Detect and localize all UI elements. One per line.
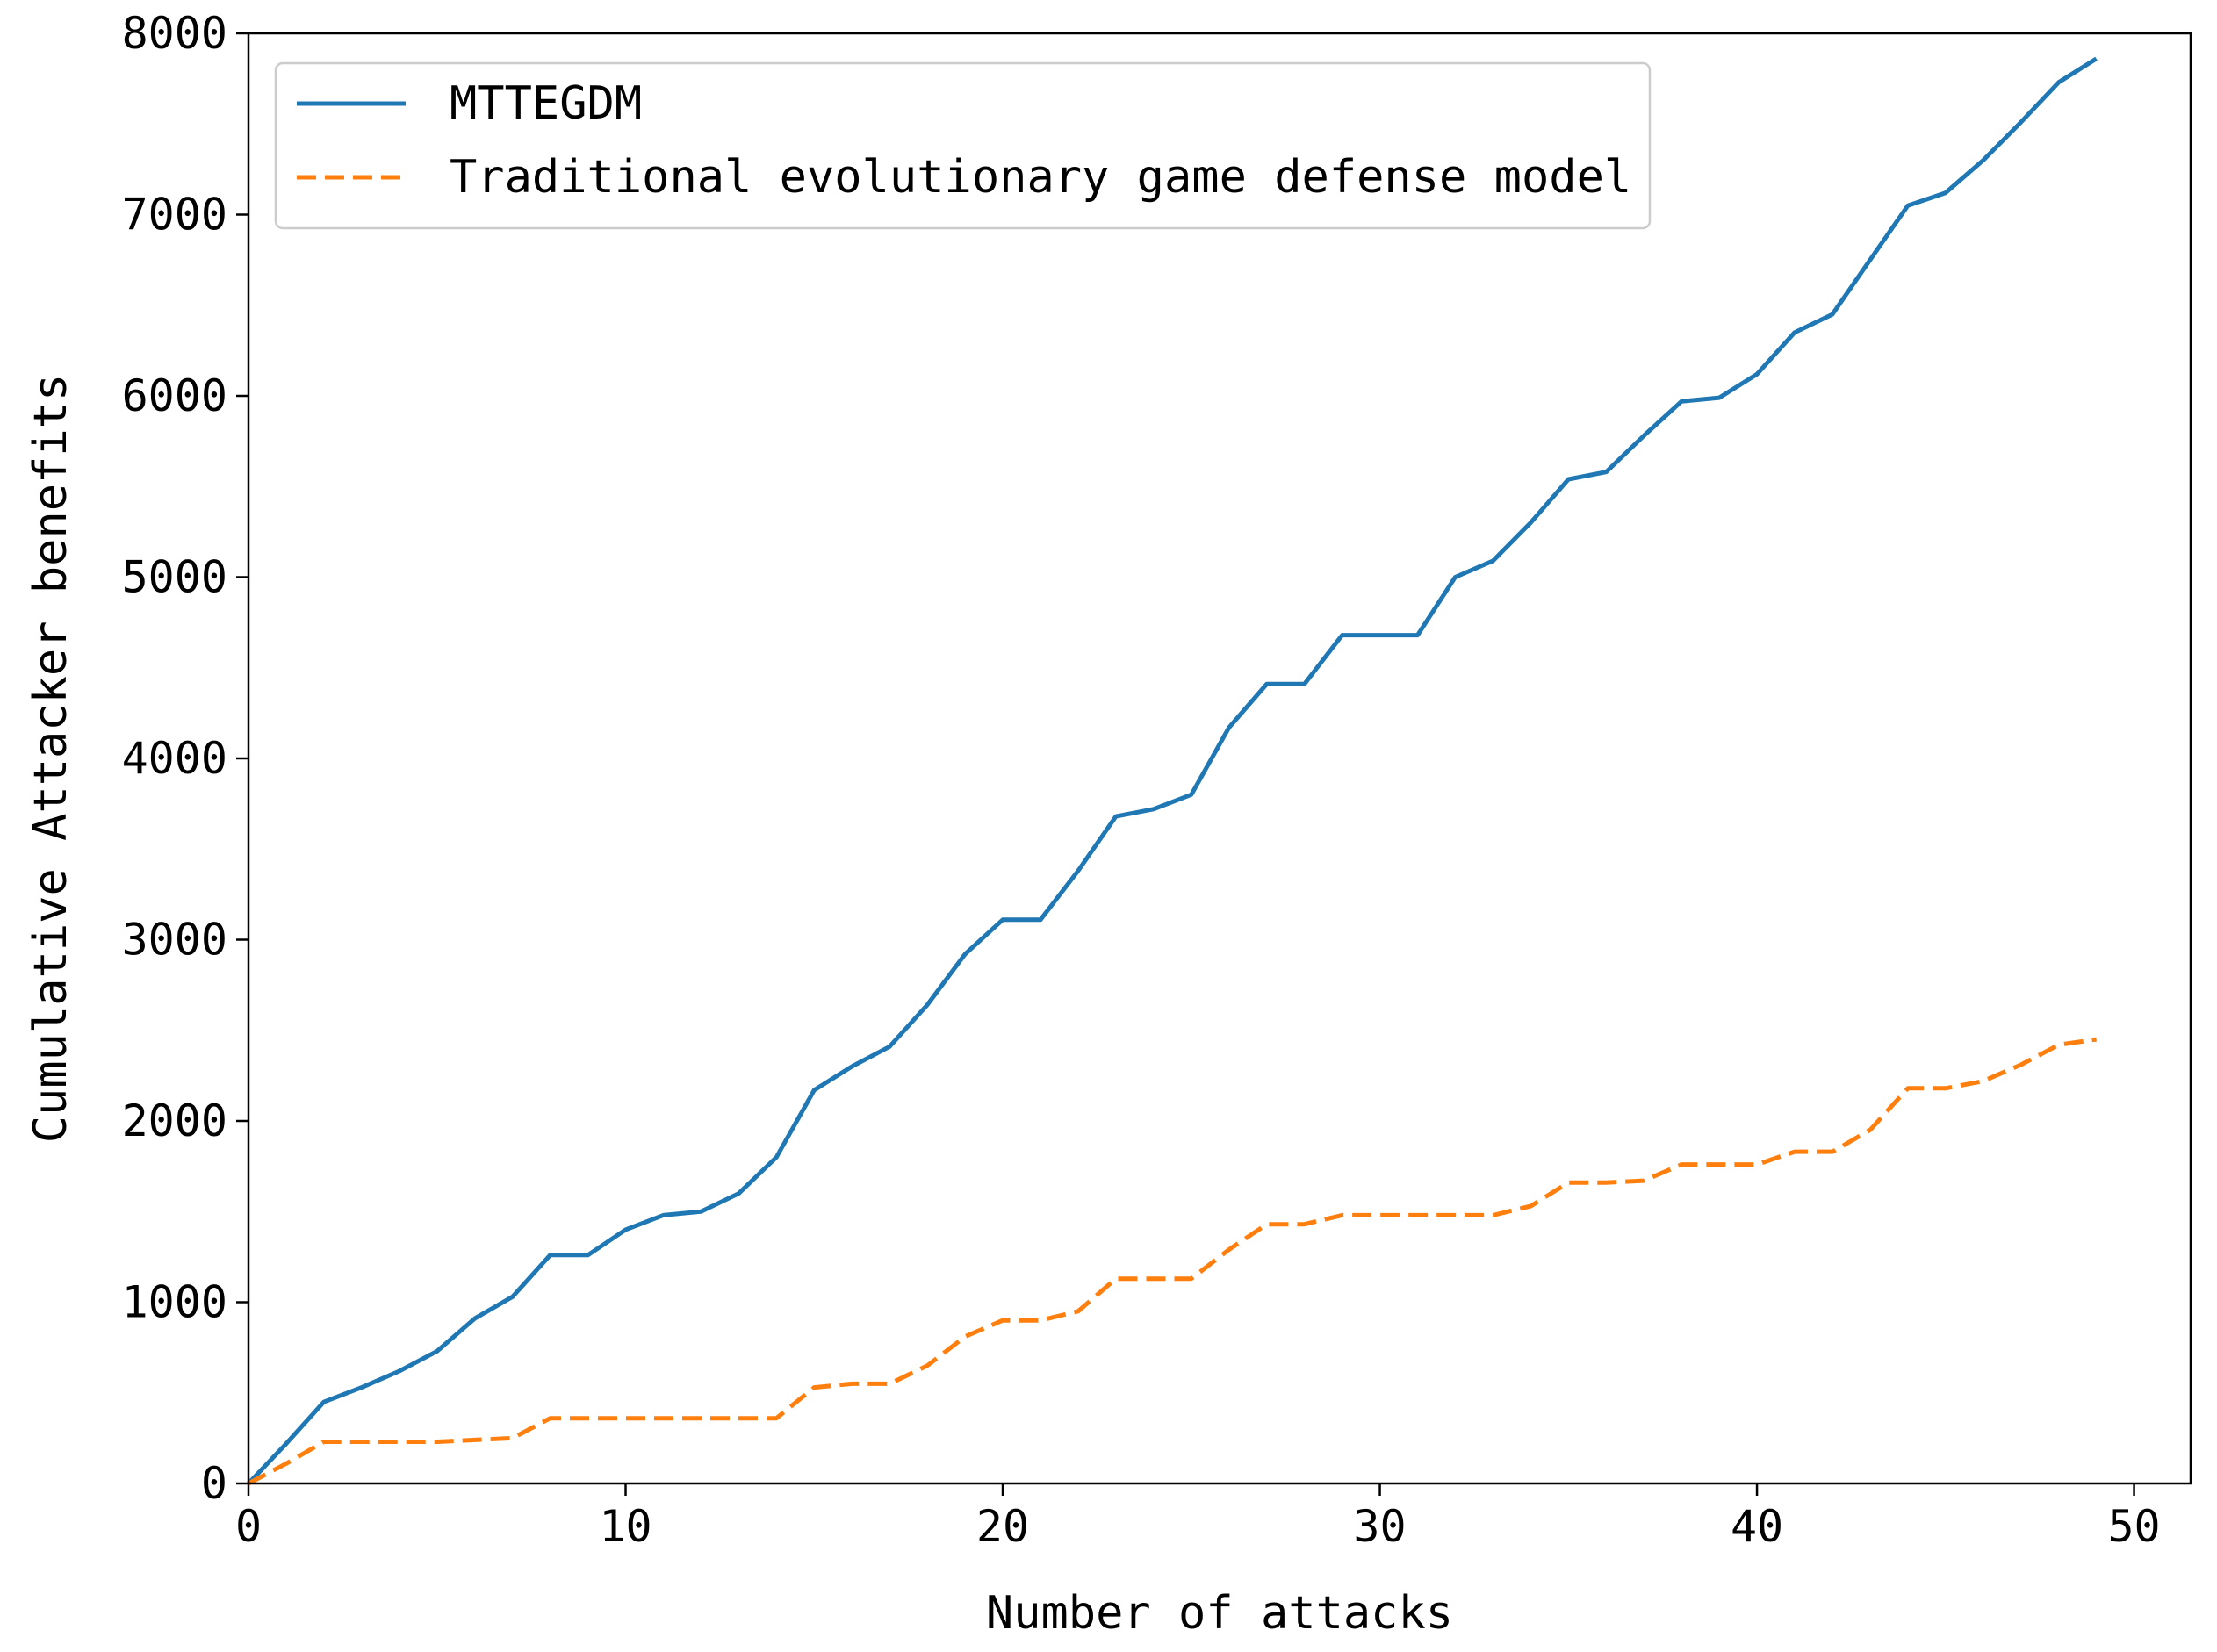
y-tick-label-3000: 3000 [122, 915, 227, 966]
y-axis-title: Cumulative Attacker benefits [25, 374, 77, 1144]
x-tick-label-20: 20 [976, 1501, 1029, 1552]
series-line-mttegdm [247, 56, 2098, 1485]
y-tick-label-0: 0 [201, 1458, 227, 1509]
legend-box [274, 61, 1652, 230]
y-tick-label-8000: 8000 [122, 8, 227, 59]
series-layer [247, 56, 2098, 1486]
x-tick-label-0: 0 [235, 1501, 262, 1552]
series-line-traditional [247, 1037, 2097, 1486]
x-tick-label-30: 30 [1353, 1501, 1406, 1552]
x-axis: 0 10 20 30 40 50 [235, 1483, 2161, 1552]
y-tick-label-2000: 2000 [122, 1095, 227, 1146]
legend: MTTEGDM Traditional evolutionary game de… [274, 61, 1652, 230]
legend-label-mttegdm: MTTEGDM [450, 77, 642, 130]
y-tick-label-5000: 5000 [122, 552, 227, 603]
x-tick-label-40: 40 [1731, 1501, 1783, 1552]
x-tick-label-50: 50 [2107, 1501, 2160, 1552]
y-tick-label-4000: 4000 [122, 733, 227, 784]
x-tick-label-10: 10 [599, 1501, 651, 1552]
y-tick-label-7000: 7000 [122, 190, 227, 241]
legend-label-traditional: Traditional evolutionary game defense mo… [450, 151, 1631, 204]
plot-area [248, 33, 2191, 1483]
y-axis: 0 1000 2000 3000 4000 5000 6000 7000 8000 [122, 8, 248, 1509]
plot-frame [247, 32, 2192, 1485]
x-axis-title: Number of attacks [986, 1587, 1453, 1640]
y-tick-label-6000: 6000 [122, 370, 227, 421]
y-tick-label-1000: 1000 [122, 1277, 227, 1328]
